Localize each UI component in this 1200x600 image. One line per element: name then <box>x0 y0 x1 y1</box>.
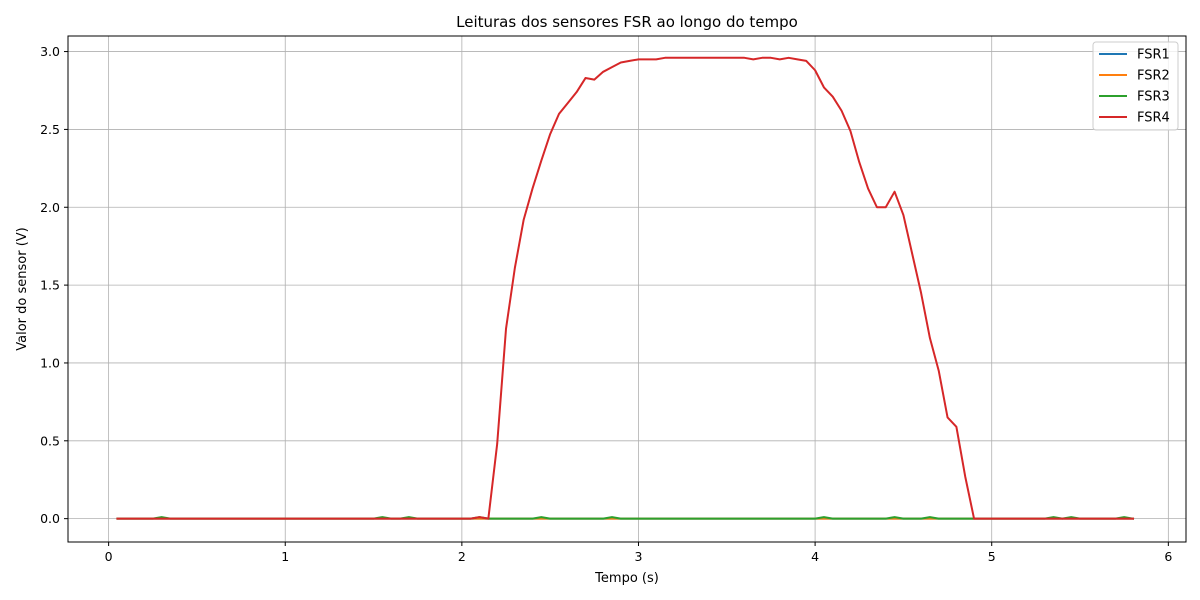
y-tick-label: 2.0 <box>40 200 60 215</box>
grid <box>68 36 1186 542</box>
y-tick-label: 2.5 <box>40 122 60 137</box>
y-tick-label: 0.5 <box>40 433 60 448</box>
legend-label-fsr4: FSR4 <box>1137 111 1170 126</box>
x-tick-label: 0 <box>105 549 113 564</box>
series-line-fsr4 <box>116 56 1135 520</box>
legend-label-fsr3: FSR3 <box>1137 90 1170 105</box>
legend-box <box>1092 41 1179 131</box>
ticks: 0 1 2 3 4 5 6 0.0 0.5 1.0 1.5 2.0 2.5 3.0 <box>40 44 1172 564</box>
x-axis-label: Tempo (s) <box>594 571 659 586</box>
x-tick-label: 6 <box>1164 549 1172 564</box>
chart-title: Leituras dos sensores FSR ao longo do te… <box>456 13 798 31</box>
x-tick-label: 1 <box>281 549 289 564</box>
x-tick-label: 4 <box>811 549 819 564</box>
y-axis-label: Valor do sensor (V) <box>15 227 30 350</box>
y-tick-label: 1.0 <box>40 355 60 370</box>
series-layer <box>116 56 1135 520</box>
plot-frame <box>67 35 1187 543</box>
legend-label-fsr2: FSR2 <box>1137 69 1170 84</box>
legend: FSR1 FSR2 FSR3 FSR4 <box>1092 41 1179 131</box>
y-tick-label: 1.5 <box>40 278 60 293</box>
legend-label-fsr1: FSR1 <box>1137 48 1170 63</box>
y-tick-label: 0.0 <box>40 511 60 526</box>
x-tick-label: 2 <box>458 549 466 564</box>
x-tick-label: 3 <box>635 549 643 564</box>
x-tick-label: 5 <box>988 549 996 564</box>
y-tick-label: 3.0 <box>40 44 60 59</box>
